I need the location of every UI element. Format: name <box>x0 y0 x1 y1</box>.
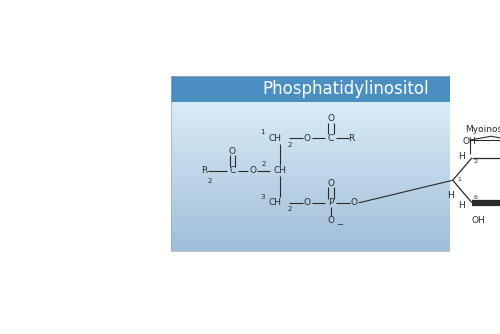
Bar <box>171 210 500 214</box>
Text: 2: 2 <box>262 161 266 167</box>
Text: R: R <box>202 166 207 175</box>
Text: OH: OH <box>463 137 476 146</box>
Text: H: H <box>458 152 464 161</box>
Bar <box>171 191 500 195</box>
Text: 1: 1 <box>458 177 462 182</box>
Bar <box>171 184 500 188</box>
Bar <box>171 247 500 251</box>
Bar <box>171 139 500 143</box>
Text: R: R <box>348 134 354 143</box>
Text: H: H <box>458 201 464 210</box>
Bar <box>171 188 500 191</box>
Bar <box>171 206 500 210</box>
Bar <box>171 240 500 243</box>
Bar <box>171 109 500 113</box>
Text: O: O <box>328 216 334 225</box>
Text: H: H <box>447 191 454 200</box>
Text: P: P <box>328 198 334 207</box>
Bar <box>171 199 500 202</box>
Text: 2: 2 <box>287 206 292 212</box>
Bar <box>171 158 500 161</box>
Bar <box>171 147 500 150</box>
Text: O: O <box>249 166 256 175</box>
Bar <box>171 173 500 176</box>
Bar <box>171 150 500 154</box>
Text: −: − <box>336 220 343 229</box>
Text: O: O <box>350 198 358 207</box>
Text: OH: OH <box>472 216 486 225</box>
Text: 1: 1 <box>260 129 265 135</box>
Bar <box>171 76 500 102</box>
Bar <box>171 76 500 251</box>
Text: Phosphatidylinositol: Phosphatidylinositol <box>262 80 428 98</box>
Text: O: O <box>304 134 311 143</box>
Bar <box>171 132 500 135</box>
Bar <box>171 135 500 139</box>
Text: 6: 6 <box>474 195 478 200</box>
Bar <box>171 128 500 132</box>
Text: O: O <box>328 179 334 188</box>
Bar <box>171 180 500 184</box>
Text: 3: 3 <box>260 194 265 200</box>
Bar <box>171 143 500 147</box>
Bar <box>171 102 500 251</box>
Text: CH: CH <box>273 166 286 175</box>
Bar <box>171 236 500 240</box>
Bar <box>171 202 500 206</box>
Bar <box>171 214 500 217</box>
Bar <box>171 176 500 180</box>
Bar <box>171 221 500 225</box>
Text: Myoinositol: Myoinositol <box>466 125 500 134</box>
Bar <box>171 161 500 165</box>
Bar <box>171 165 500 169</box>
Text: 2: 2 <box>287 142 292 148</box>
Bar <box>171 106 500 109</box>
Text: CH: CH <box>268 134 281 143</box>
Bar <box>171 102 500 106</box>
Text: CH: CH <box>268 198 281 207</box>
Text: C: C <box>229 166 235 175</box>
Bar <box>171 195 500 199</box>
Bar <box>171 124 500 128</box>
Text: 2: 2 <box>208 178 212 184</box>
Bar <box>171 225 500 228</box>
Bar <box>171 169 500 173</box>
Text: O: O <box>304 198 311 207</box>
Bar <box>171 243 500 247</box>
Text: H: H <box>499 216 500 225</box>
Bar <box>171 113 500 117</box>
Bar <box>171 121 500 124</box>
Bar <box>171 232 500 236</box>
Text: O: O <box>229 147 236 156</box>
Text: O: O <box>328 115 334 123</box>
Bar <box>171 228 500 232</box>
Bar <box>171 117 500 121</box>
Bar <box>171 154 500 158</box>
Bar <box>171 217 500 221</box>
Text: C: C <box>328 134 334 143</box>
Text: 2: 2 <box>474 159 478 164</box>
